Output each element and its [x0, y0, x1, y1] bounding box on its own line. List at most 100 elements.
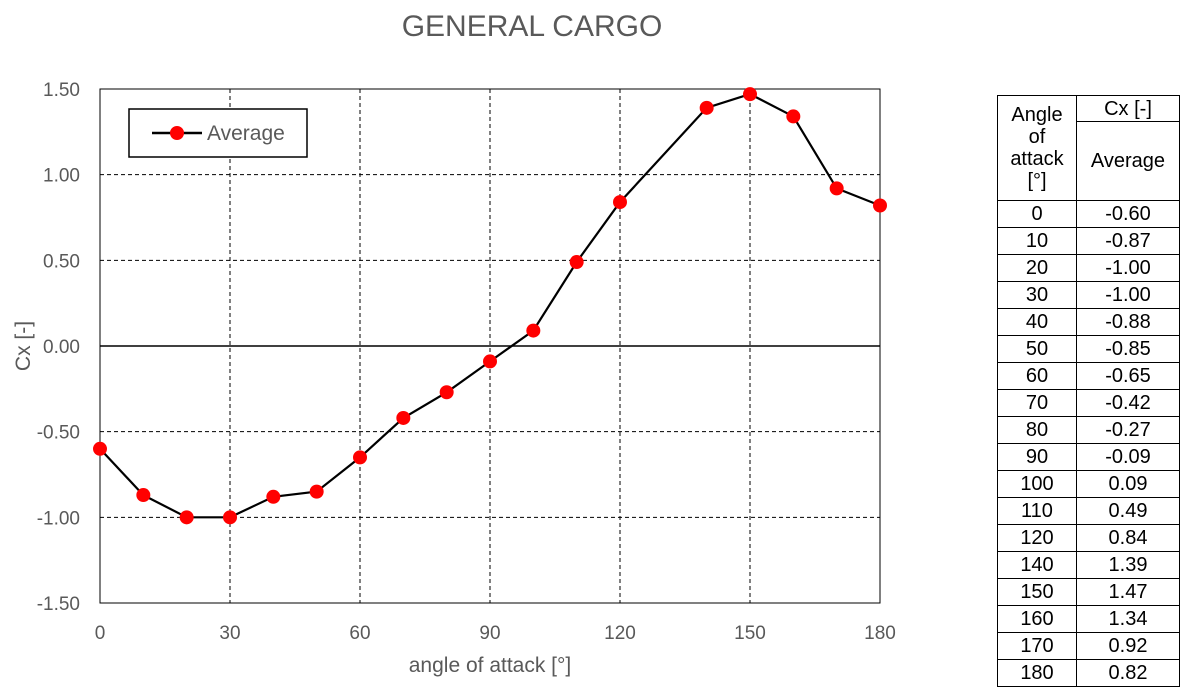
- data-point: [136, 488, 151, 503]
- data-point: [266, 489, 281, 504]
- angle-cell: 30: [997, 281, 1077, 309]
- y-tick-label: -1.50: [37, 594, 80, 615]
- table-row: 30 -1.00: [997, 281, 1180, 309]
- legend-marker: [170, 126, 184, 140]
- series-average: [93, 87, 887, 525]
- data-point: [786, 109, 801, 124]
- angle-cell: 150: [997, 578, 1077, 606]
- angle-cell: 90: [997, 443, 1077, 471]
- grid: [99, 88, 881, 604]
- y-tick-label: 0.00: [43, 337, 80, 358]
- angle-cell: 50: [997, 335, 1077, 363]
- cx-cell: 1.47: [1076, 578, 1180, 606]
- cx-cell: 0.49: [1076, 497, 1180, 525]
- chart-title: GENERAL CARGO: [402, 10, 663, 43]
- header-average: Average: [1076, 121, 1180, 201]
- angle-cell: 20: [997, 254, 1077, 282]
- cx-cell: 1.34: [1076, 605, 1180, 633]
- header-angle-line1: Angle: [1011, 104, 1063, 126]
- angle-cell: 160: [997, 605, 1077, 633]
- header-angle-line4: [°]: [1027, 170, 1047, 192]
- cx-cell: -1.00: [1076, 281, 1180, 309]
- angle-cell: 60: [997, 362, 1077, 390]
- cx-cell: 0.82: [1076, 659, 1180, 687]
- x-tick-label: 30: [219, 623, 240, 644]
- table-row: 160 1.34: [997, 605, 1180, 633]
- header-angle-line2: of: [1028, 126, 1046, 148]
- angle-cell: 40: [997, 308, 1077, 336]
- table-row: 40 -0.88: [997, 308, 1180, 336]
- header-angle-line3: attack: [1010, 148, 1064, 170]
- data-point: [829, 181, 844, 196]
- cx-cell: -0.87: [1076, 227, 1180, 255]
- x-tick-label: 180: [864, 623, 896, 644]
- angle-cell: 100: [997, 470, 1077, 498]
- cx-cell: -0.88: [1076, 308, 1180, 336]
- data-point: [179, 510, 194, 525]
- y-axis-label: Cx [-]: [12, 321, 35, 371]
- y-tick-label: 1.50: [43, 80, 80, 101]
- x-tick-label: 0: [95, 623, 106, 644]
- cx-cell: 0.92: [1076, 632, 1180, 660]
- table-row: 100 0.09: [997, 470, 1180, 498]
- table-row: 120 0.84: [997, 524, 1180, 552]
- data-point: [396, 410, 411, 425]
- y-tick-label: -0.50: [37, 423, 80, 444]
- table-body: 0 -0.60 10 -0.87 20 -1.00 30 -1.00 40 -0.88 50 -0.8…: [997, 200, 1180, 687]
- angle-cell: 170: [997, 632, 1077, 660]
- x-tick-labels: 0 30 60 90 120 150 180: [95, 623, 896, 644]
- table-row: 20 -1.00: [997, 254, 1180, 282]
- y-tick-label: 1.00: [43, 166, 80, 187]
- y-tick-labels: 1.50 1.00 0.50 0.00 -0.50 -1.00 -1.50: [37, 80, 80, 615]
- data-point: [93, 441, 107, 456]
- legend-label-average: Average: [207, 122, 285, 145]
- table-row: 150 1.47: [997, 578, 1180, 606]
- table-row: 70 -0.42: [997, 389, 1180, 417]
- data-point: [873, 198, 887, 213]
- plot-area: [99, 88, 881, 604]
- cx-cell: -0.27: [1076, 416, 1180, 444]
- series-line-average: [99, 92, 881, 519]
- angle-cell: 0: [997, 200, 1077, 228]
- data-point: [743, 87, 757, 102]
- cx-cell: -0.42: [1076, 389, 1180, 417]
- angle-cell: 120: [997, 524, 1077, 552]
- y-tick-label: 0.50: [43, 251, 80, 272]
- table-row: 180 0.82: [997, 659, 1180, 687]
- table-row: 90 -0.09: [997, 443, 1180, 471]
- cx-cell: -0.85: [1076, 335, 1180, 363]
- angle-cell: 70: [997, 389, 1077, 417]
- cx-cell: 1.39: [1076, 551, 1180, 579]
- table-row: 60 -0.65: [997, 362, 1180, 390]
- data-point: [526, 323, 541, 338]
- angle-cell: 180: [997, 659, 1077, 687]
- data-point: [309, 484, 324, 499]
- x-tick-label: 60: [349, 623, 370, 644]
- angle-cell: 110: [997, 497, 1077, 525]
- x-tick-label: 120: [604, 623, 636, 644]
- x-tick-label: 150: [734, 623, 766, 644]
- cx-line-chart: GENERAL CARGO 1.50 1.00 0.50 0.00 -0.50 -1.00…: [12, 10, 896, 677]
- data-point: [439, 385, 454, 400]
- cx-cell: 0.84: [1076, 524, 1180, 552]
- cx-cell: -0.60: [1076, 200, 1180, 228]
- data-point: [353, 450, 367, 465]
- data-point: [613, 195, 627, 210]
- header-angle: Angle of attack [°]: [997, 95, 1077, 201]
- table-row: 80 -0.27: [997, 416, 1180, 444]
- cx-cell: -0.09: [1076, 443, 1180, 471]
- data-point: [223, 510, 237, 525]
- table-row: 110 0.49: [997, 497, 1180, 525]
- x-axis-label: angle of attack [°]: [409, 654, 572, 677]
- cx-data-table: Angle of attack [°] Cx [-] Average 0 -0.6…: [997, 95, 1180, 687]
- data-point: [699, 100, 714, 115]
- x-tick-label: 90: [479, 623, 500, 644]
- cx-cell: 0.09: [1076, 470, 1180, 498]
- angle-cell: 10: [997, 227, 1077, 255]
- angle-cell: 140: [997, 551, 1077, 579]
- table-row: 50 -0.85: [997, 335, 1180, 363]
- y-tick-label: -1.00: [37, 508, 80, 529]
- table-row: 170 0.92: [997, 632, 1180, 660]
- header-cx: Cx [-]: [1076, 95, 1180, 122]
- angle-cell: 80: [997, 416, 1077, 444]
